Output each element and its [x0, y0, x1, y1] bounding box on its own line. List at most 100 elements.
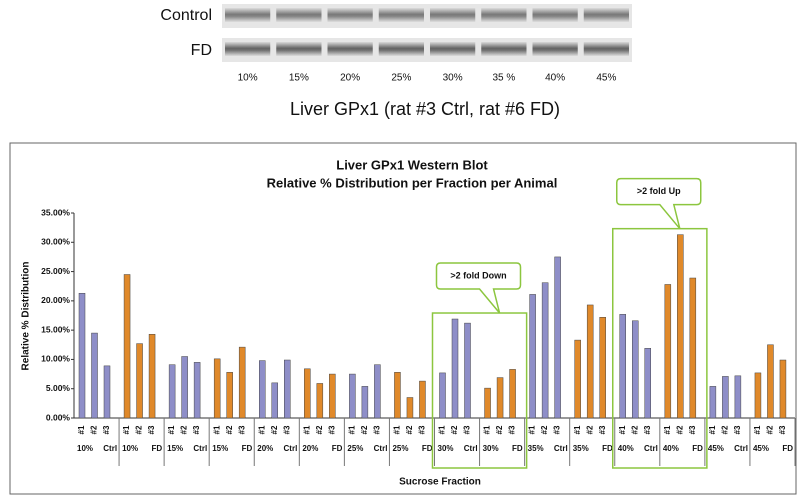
bar — [767, 345, 773, 418]
bar — [419, 381, 425, 418]
animal-label: #3 — [418, 425, 427, 434]
blot-band — [584, 8, 629, 22]
animal-label: #1 — [438, 425, 447, 434]
blot-band — [276, 8, 321, 22]
animal-label: #2 — [135, 425, 144, 434]
animal-label: #3 — [643, 425, 652, 434]
bar — [407, 398, 413, 419]
fraction-label: 45% — [753, 444, 769, 453]
bar — [317, 383, 323, 418]
animal-label: #2 — [720, 425, 729, 434]
annotation-text: >2 fold Up — [637, 186, 681, 196]
fraction-label: 30% — [438, 444, 454, 453]
animal-label: #3 — [598, 425, 607, 434]
blot-lane-label: 15% — [289, 73, 309, 84]
blot-band — [533, 8, 578, 22]
condition-label: Ctrl — [734, 444, 748, 453]
animal-label: #1 — [167, 425, 176, 434]
animal-label: #1 — [302, 425, 311, 434]
blot-lane-label: 10% — [238, 73, 258, 84]
animal-label: #1 — [212, 425, 221, 434]
blot-band — [379, 42, 424, 56]
blot-band — [225, 8, 270, 22]
animal-label: #1 — [708, 425, 717, 434]
animal-label: #3 — [778, 425, 787, 434]
blot-band — [379, 8, 424, 22]
bar — [587, 305, 593, 418]
bar — [259, 361, 265, 418]
bar — [632, 321, 638, 418]
condition-label: Ctrl — [103, 444, 117, 453]
animal-label: #2 — [90, 425, 99, 434]
animal-label: #1 — [122, 425, 131, 434]
animal-label: #1 — [618, 425, 627, 434]
bar — [149, 334, 155, 418]
y-tick-label: 20.00% — [41, 295, 70, 305]
bar — [710, 386, 716, 418]
y-tick-label: 10.00% — [41, 354, 70, 364]
y-tick-label: 0.00% — [46, 412, 71, 422]
fraction-label: 20% — [302, 444, 318, 453]
y-tick-label: 30.00% — [41, 237, 70, 247]
blot-band — [225, 42, 270, 56]
animal-label: #2 — [270, 425, 279, 434]
blot-row-label: FD — [191, 42, 212, 59]
page: {"blot": {"rows": ["Control", "FD"], "la… — [0, 0, 797, 495]
condition-label: FD — [422, 444, 433, 453]
blot-band — [584, 42, 629, 56]
bar — [394, 372, 400, 418]
blot-lane-label: 45% — [596, 73, 616, 84]
bar — [722, 376, 728, 418]
bar — [735, 376, 741, 418]
animal-label: #3 — [553, 425, 562, 434]
bar — [104, 366, 110, 418]
fraction-label: 15% — [167, 444, 183, 453]
animal-label: #2 — [450, 425, 459, 434]
animal-label: #1 — [347, 425, 356, 434]
fraction-label: 35% — [573, 444, 589, 453]
animal-label: #2 — [360, 425, 369, 434]
bar — [530, 294, 536, 418]
condition-label: Ctrl — [374, 444, 388, 453]
blot-row-label: Control — [160, 7, 212, 24]
bar — [79, 293, 85, 418]
animal-label: #2 — [315, 425, 324, 434]
bar — [272, 383, 278, 418]
x-axis-label: Sucrose Fraction — [399, 477, 481, 488]
condition-label: Ctrl — [284, 444, 298, 453]
animal-label: #2 — [540, 425, 549, 434]
bar — [645, 348, 651, 418]
bar — [124, 275, 130, 419]
animal-label: #1 — [663, 425, 672, 434]
annotation-text: >2 fold Down — [450, 270, 506, 280]
bar — [665, 284, 671, 418]
blot-band — [430, 8, 475, 22]
animal-label: #2 — [585, 425, 594, 434]
bar — [182, 357, 188, 419]
fraction-label: 40% — [663, 444, 679, 453]
fraction-label: 10% — [77, 444, 93, 453]
fraction-label: 20% — [257, 444, 273, 453]
animal-label: #1 — [393, 425, 402, 434]
bar — [780, 360, 786, 418]
blot-lane-label: 25% — [391, 73, 411, 84]
animal-label: #3 — [237, 425, 246, 434]
animal-label: #2 — [630, 425, 639, 434]
bar — [440, 373, 446, 418]
bar — [575, 340, 581, 418]
animal-label: #2 — [225, 425, 234, 434]
animal-label: #3 — [372, 425, 381, 434]
y-tick-label: 35.00% — [41, 207, 70, 217]
animal-label: #2 — [675, 425, 684, 434]
blot-band — [481, 8, 526, 22]
animal-label: #1 — [483, 425, 492, 434]
bar — [349, 374, 355, 418]
bar — [542, 283, 548, 418]
condition-label: FD — [782, 444, 793, 453]
y-tick-label: 5.00% — [46, 383, 71, 393]
blot-caption: Liver GPx1 (rat #3 Ctrl, rat #6 FD) — [290, 99, 560, 119]
blot-band — [481, 42, 526, 56]
blot-band — [533, 42, 578, 56]
animal-label: #1 — [257, 425, 266, 434]
animal-label: #3 — [102, 425, 111, 434]
